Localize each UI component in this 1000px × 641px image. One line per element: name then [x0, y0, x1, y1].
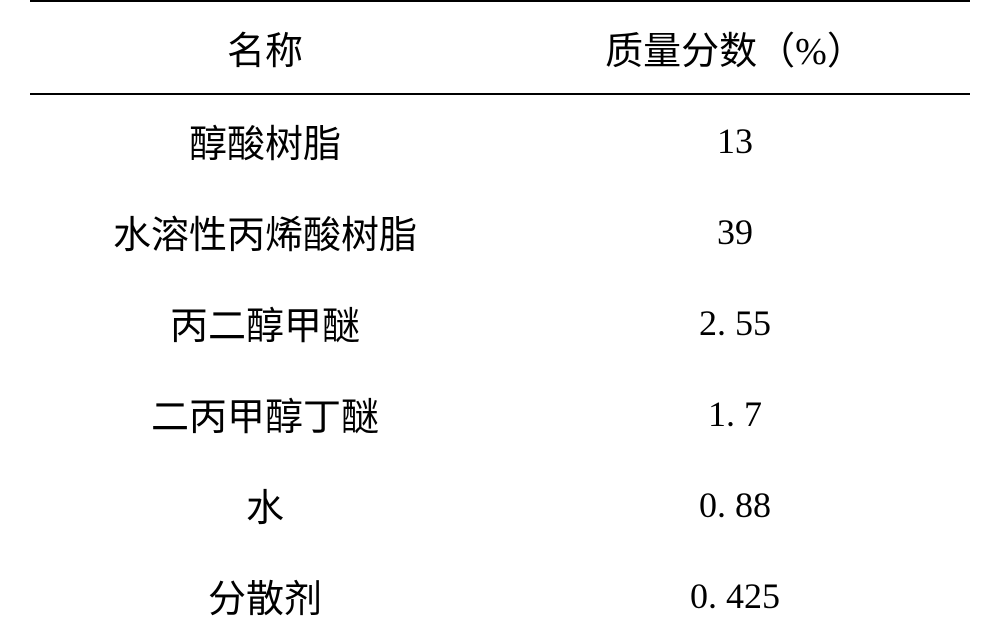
cell-name: 分散剂 — [30, 550, 500, 641]
table-row: 水 0. 88 — [30, 459, 970, 550]
table-body: 醇酸树脂 13 水溶性丙烯酸树脂 39 丙二醇甲醚 2. 55 二丙甲醇丁醚 1… — [30, 94, 970, 641]
table-container: 名称 质量分数（%） 醇酸树脂 13 水溶性丙烯酸树脂 39 丙二醇甲醚 2. … — [0, 0, 1000, 641]
table-row: 醇酸树脂 13 — [30, 94, 970, 186]
cell-value: 1. 7 — [500, 368, 970, 459]
table-row: 水溶性丙烯酸树脂 39 — [30, 186, 970, 277]
cell-name: 醇酸树脂 — [30, 94, 500, 186]
table-row: 二丙甲醇丁醚 1. 7 — [30, 368, 970, 459]
cell-value: 13 — [500, 94, 970, 186]
table-row: 丙二醇甲醚 2. 55 — [30, 277, 970, 368]
cell-name: 丙二醇甲醚 — [30, 277, 500, 368]
header-name: 名称 — [30, 1, 500, 94]
cell-name: 二丙甲醇丁醚 — [30, 368, 500, 459]
data-table: 名称 质量分数（%） 醇酸树脂 13 水溶性丙烯酸树脂 39 丙二醇甲醚 2. … — [30, 0, 970, 641]
cell-name: 水溶性丙烯酸树脂 — [30, 186, 500, 277]
table-header-row: 名称 质量分数（%） — [30, 1, 970, 94]
cell-value: 0. 88 — [500, 459, 970, 550]
cell-value: 2. 55 — [500, 277, 970, 368]
cell-name: 水 — [30, 459, 500, 550]
cell-value: 39 — [500, 186, 970, 277]
table-row: 分散剂 0. 425 — [30, 550, 970, 641]
cell-value: 0. 425 — [500, 550, 970, 641]
header-mass-fraction: 质量分数（%） — [500, 1, 970, 94]
